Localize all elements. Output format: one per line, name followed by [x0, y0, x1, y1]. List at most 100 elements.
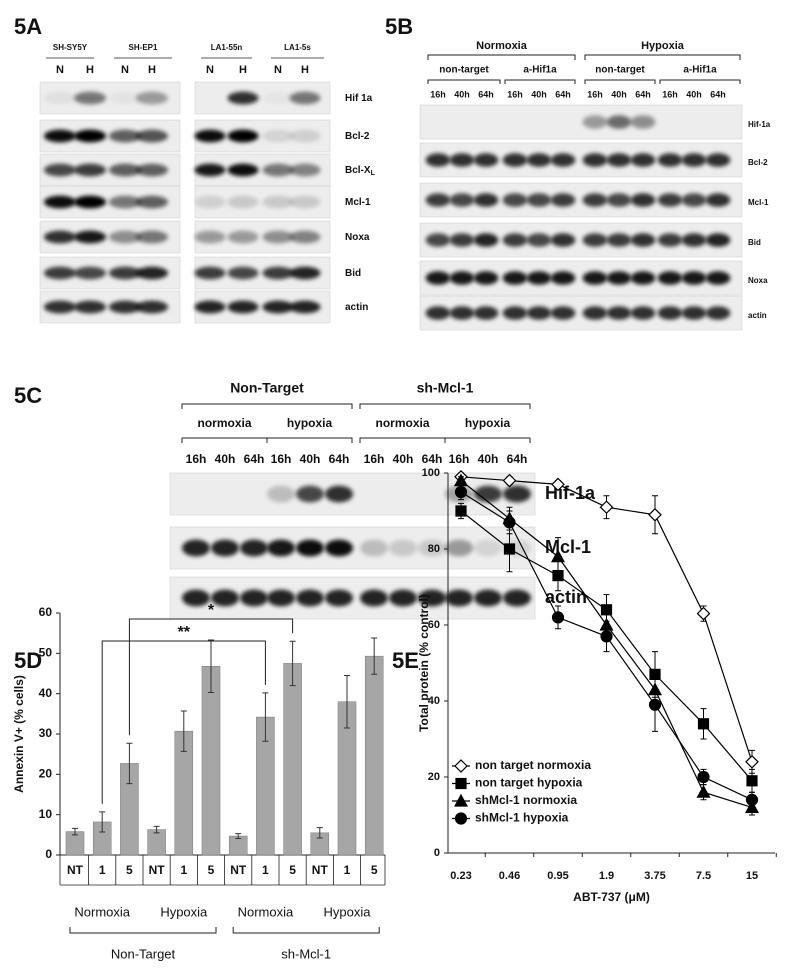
blot-band [502, 153, 528, 167]
legend-marker [453, 793, 469, 807]
bracket [659, 79, 741, 84]
blot-band [108, 195, 142, 209]
blot-band [108, 266, 142, 280]
blot-band [289, 129, 321, 143]
error-bar [289, 640, 296, 687]
error-bar [99, 811, 106, 833]
error-bar [153, 825, 160, 834]
row-label: Hif 1a [345, 93, 373, 104]
blot-band [502, 306, 528, 320]
blot-band [73, 230, 107, 244]
row-label: Bcl-XL [345, 165, 376, 177]
bracket [427, 79, 501, 84]
point [599, 500, 614, 515]
blot-band [449, 153, 475, 167]
blot-band [418, 539, 446, 557]
blot-band [681, 153, 707, 167]
blot-band [503, 589, 531, 607]
blot-band [43, 163, 77, 177]
bar [147, 829, 166, 856]
point [745, 754, 759, 769]
point [697, 718, 710, 730]
condition-label: hypoxia [287, 416, 333, 430]
y-tick-label: 60 [428, 619, 440, 631]
lane-label: N [56, 64, 64, 76]
blot-band [526, 233, 552, 247]
blot-band [582, 153, 608, 167]
blot-band [425, 233, 451, 247]
point [502, 473, 517, 488]
bracket [69, 927, 217, 934]
blot-band [43, 129, 77, 143]
blot-band [135, 129, 169, 143]
bracket [427, 54, 576, 60]
blot-band [550, 193, 576, 207]
row-label: actin [545, 587, 587, 607]
blot-band [630, 115, 656, 129]
blot-band [606, 193, 632, 207]
panel-label: 5D [14, 648, 42, 673]
blot-band [582, 233, 608, 247]
x-axis-label: ABT-737 (μM) [573, 890, 650, 904]
row-label-text: actin [345, 302, 368, 313]
time-label: 40h [478, 452, 499, 466]
blot-band [135, 300, 169, 314]
blot-band [135, 163, 169, 177]
time-label: 40h [215, 452, 236, 466]
time-label: 16h [271, 452, 292, 466]
bracket [444, 437, 531, 443]
blot-band [43, 266, 77, 280]
x-tick-label: 0.46 [499, 870, 520, 882]
legend-label: shMcl-1 normoxia [475, 793, 577, 807]
error-bar [126, 742, 133, 785]
blot-band [473, 306, 499, 320]
panel-label: 5E [392, 648, 419, 673]
time-label: 64h [329, 452, 350, 466]
row-label-text: Bcl-2 [345, 131, 370, 142]
blot-band [657, 193, 683, 207]
time-label: 64h [507, 452, 528, 466]
blot-band [267, 589, 295, 607]
error-bar [235, 833, 242, 839]
x-tick-label: NT [230, 863, 247, 877]
blot-band [681, 306, 707, 320]
row-label: Mcl-1 [345, 197, 371, 208]
blot-band [43, 195, 77, 209]
time-label: 40h [611, 89, 627, 99]
blot-band [73, 163, 107, 177]
row-label: Bcl-2 [345, 131, 370, 142]
blot-band [502, 233, 528, 247]
condition-label: Hypoxia [641, 40, 685, 52]
condition-label: normoxia [375, 416, 429, 430]
lane-label: H [239, 64, 247, 76]
y-axis-label: Total protein (% control) [417, 594, 431, 732]
blot-band [550, 153, 576, 167]
blot-band [449, 271, 475, 285]
y-tick-label: 40 [428, 695, 440, 707]
blot-band [267, 539, 295, 557]
row-label-text: Bid [345, 268, 361, 279]
treatment-label: a-Hif1a [683, 65, 717, 76]
blot-band [425, 271, 451, 285]
group-label: Normoxia [74, 904, 130, 919]
blot-band [108, 129, 142, 143]
x-tick-label: NT [312, 863, 329, 877]
blot-band [262, 230, 294, 244]
blot-band [630, 306, 656, 320]
y-tick-label: 100 [422, 467, 440, 479]
blot-band [262, 266, 294, 280]
row-label: Bid [345, 268, 361, 279]
blot-band [606, 306, 632, 320]
supergroup-label: sh-Mcl-1 [281, 946, 331, 961]
blot-band [227, 163, 259, 177]
bracket [232, 927, 380, 934]
treatment-label: non-target [595, 65, 645, 76]
blot-band [705, 153, 731, 167]
blot-band [194, 266, 226, 280]
time-label: 16h [587, 89, 603, 99]
x-tick-label: 1 [344, 863, 351, 877]
group-label: SH-SY5Y [53, 43, 88, 52]
row-label: actin [748, 311, 767, 320]
blot-band [425, 193, 451, 207]
